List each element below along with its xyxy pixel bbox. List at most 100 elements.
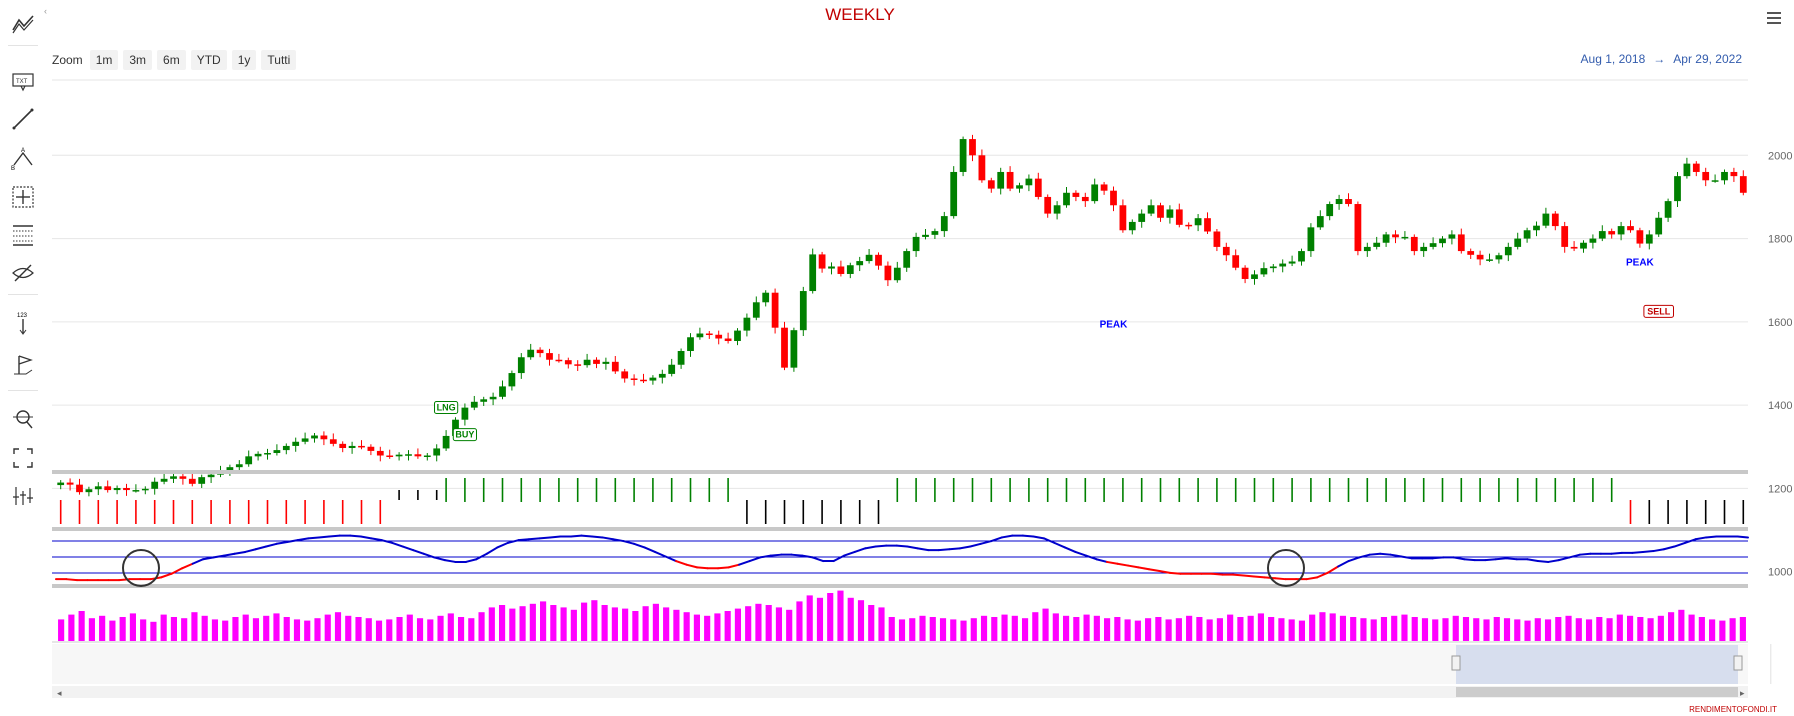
line-tool-icon[interactable]	[7, 104, 39, 134]
crosshair-tool-icon[interactable]	[7, 182, 39, 212]
candle	[555, 359, 563, 362]
svg-text:A: A	[21, 148, 25, 154]
candle	[1053, 205, 1061, 214]
volume-bar	[775, 607, 783, 641]
volume-bar	[1411, 617, 1418, 641]
candle	[1580, 242, 1587, 249]
oscillator-line	[1505, 557, 1518, 561]
zoom-label: Zoom	[52, 53, 83, 67]
y-tick-label: 1400	[1768, 400, 1792, 412]
zoom-6m-button[interactable]: 6m	[157, 50, 186, 70]
context-menu-icon[interactable]	[1764, 8, 1784, 28]
volume-bar	[1596, 617, 1603, 641]
volume-bar	[396, 617, 403, 641]
volume-bar	[796, 601, 803, 641]
candle	[470, 401, 478, 408]
volume-bar	[1278, 618, 1285, 641]
svg-text:123: 123	[17, 313, 28, 319]
zoom-1m-button[interactable]: 1m	[89, 50, 119, 70]
flag-tool-icon[interactable]	[7, 350, 39, 380]
oscillator-line	[349, 534, 362, 538]
volume-bar	[1329, 613, 1336, 641]
oscillator-line	[611, 538, 625, 543]
candle	[1711, 180, 1719, 182]
oscillator-line	[1704, 535, 1718, 539]
volume-bar	[1237, 617, 1244, 641]
candle	[1598, 231, 1606, 239]
y-tick-label: 2000	[1768, 150, 1792, 162]
oscillator-line	[1610, 551, 1623, 555]
volume-bar	[652, 603, 659, 641]
candle	[1467, 251, 1475, 255]
oscillator-line	[170, 567, 184, 575]
oscillator-line	[1063, 546, 1077, 553]
oscillator-line	[1463, 558, 1476, 562]
scrollbar-track	[52, 686, 1748, 698]
volume-bar	[140, 619, 147, 641]
volume-bar	[201, 615, 208, 641]
candle	[1533, 225, 1540, 231]
candle	[132, 490, 140, 492]
volume-bar	[1309, 614, 1316, 641]
candle	[790, 330, 798, 368]
candle	[931, 231, 939, 235]
volume-bar	[1555, 617, 1562, 641]
volume-bar	[170, 617, 178, 641]
date-from-input[interactable]: Aug 1, 2018	[1580, 52, 1646, 66]
volume-bar	[242, 614, 249, 641]
oscillator-line	[401, 545, 415, 552]
volume-bar	[1483, 619, 1490, 641]
toolbar-collapse-icon[interactable]: ‹	[44, 6, 47, 16]
oscillator-line	[1683, 538, 1697, 544]
series-type-icon[interactable]	[7, 8, 39, 38]
zoom-change-icon[interactable]	[7, 403, 39, 433]
indicators-icon[interactable]	[7, 481, 39, 511]
volume-bar	[704, 615, 711, 641]
date-range: Aug 1, 2018 → Apr 29, 2022	[1581, 52, 1742, 66]
oscillator-line	[1400, 555, 1413, 560]
candle	[1401, 236, 1409, 239]
oscillator-line	[811, 556, 825, 563]
date-to-input[interactable]: Apr 29, 2022	[1673, 52, 1742, 66]
zoom-all-button[interactable]: Tutti	[261, 50, 297, 70]
volume-bar	[878, 607, 885, 641]
candle	[1523, 230, 1531, 239]
oscillator-line	[843, 550, 856, 557]
candle	[1373, 242, 1381, 247]
volume-bar	[1606, 618, 1613, 641]
candle	[1147, 205, 1155, 214]
footer-credit[interactable]: RENDIMENTOFONDI.IT	[1689, 705, 1777, 714]
volume-bar	[386, 619, 393, 641]
zoom-3m-button[interactable]: 3m	[123, 50, 153, 70]
fullscreen-icon[interactable]	[7, 443, 39, 473]
volume-bar	[581, 602, 588, 641]
toolbar-separator	[8, 390, 38, 391]
oscillator-line	[506, 539, 520, 544]
oscillator-line	[906, 545, 919, 550]
volume-bar	[1421, 618, 1429, 641]
candle	[1608, 231, 1616, 235]
candle	[273, 450, 281, 454]
hide-annotations-icon[interactable]	[7, 258, 39, 288]
volume-bar	[416, 618, 424, 641]
zoom-1y-button[interactable]: 1y	[231, 50, 257, 70]
candle	[1645, 234, 1653, 244]
scroll-right-icon: ▸	[1740, 688, 1745, 698]
annotations-toolbar: TXT A B 123	[0, 0, 46, 716]
candle	[1100, 184, 1108, 191]
volume-bar	[375, 620, 383, 641]
volume-bar	[857, 600, 865, 641]
signal-label-box	[1643, 304, 1675, 318]
volume-bar	[519, 606, 526, 641]
candle	[1495, 255, 1503, 260]
volume-bar	[570, 609, 577, 641]
fibonacci-tool-icon[interactable]	[7, 220, 39, 250]
volume-bar	[1452, 615, 1459, 641]
vertical-counter-icon[interactable]: 123	[7, 308, 39, 338]
volume-bar	[1062, 615, 1070, 641]
volume-bar	[970, 618, 977, 641]
text-annotation-icon[interactable]: TXT	[7, 66, 39, 96]
volume-bar	[642, 606, 649, 641]
zoom-ytd-button[interactable]: YTD	[190, 50, 227, 70]
